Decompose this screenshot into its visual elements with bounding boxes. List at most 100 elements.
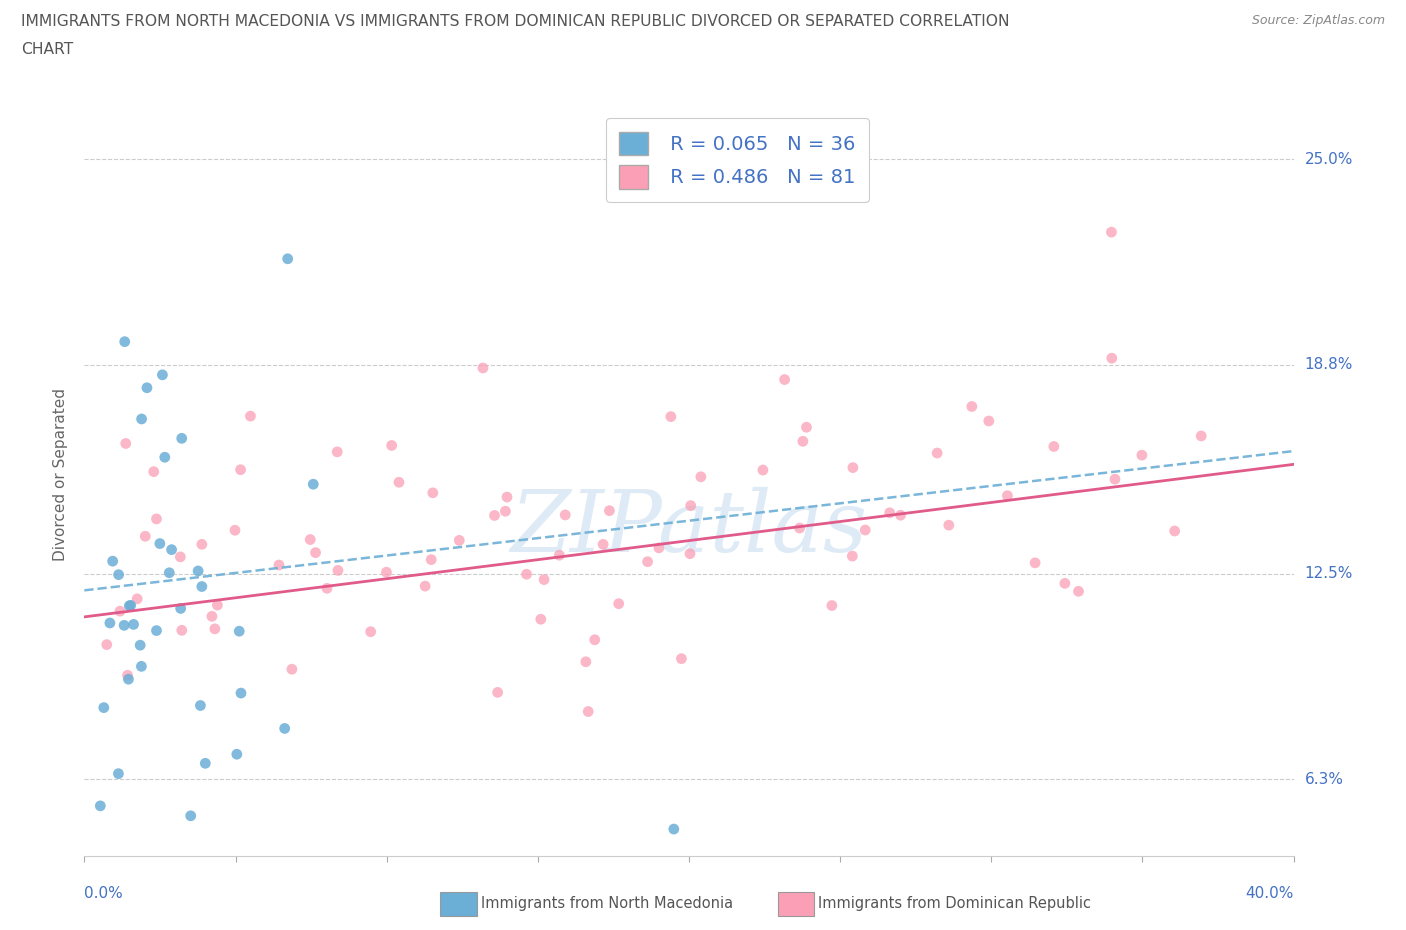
Point <box>1189 429 1212 444</box>
Point <box>316 581 339 596</box>
Point <box>422 485 444 500</box>
Point <box>789 521 811 536</box>
Text: Source: ZipAtlas.com: Source: ZipAtlas.com <box>1251 14 1385 27</box>
Point <box>201 609 224 624</box>
Point <box>98 616 121 631</box>
Point <box>773 372 796 387</box>
Point <box>191 537 214 551</box>
Point <box>689 470 711 485</box>
Point <box>187 564 209 578</box>
Point <box>821 598 844 613</box>
Text: 0.0%: 0.0% <box>84 886 124 901</box>
Point <box>853 523 876 538</box>
Text: 18.8%: 18.8% <box>1305 357 1353 372</box>
Point <box>122 617 145 631</box>
Point <box>637 554 659 569</box>
Point <box>145 512 167 526</box>
Text: IMMIGRANTS FROM NORTH MACEDONIA VS IMMIGRANTS FROM DOMINICAN REPUBLIC DIVORCED O: IMMIGRANTS FROM NORTH MACEDONIA VS IMMIG… <box>21 14 1010 29</box>
Point <box>127 591 149 606</box>
Point <box>960 399 983 414</box>
Point <box>679 546 702 561</box>
Point <box>516 566 538 581</box>
Point <box>299 532 322 547</box>
Point <box>1053 576 1076 591</box>
Point <box>449 533 471 548</box>
Point <box>548 548 571 563</box>
Point <box>890 508 912 523</box>
Point <box>191 579 214 594</box>
Point <box>576 704 599 719</box>
Point <box>592 537 614 551</box>
Point <box>207 598 229 613</box>
Point <box>326 563 349 578</box>
Text: 25.0%: 25.0% <box>1305 152 1353 166</box>
Point <box>120 598 142 613</box>
Point <box>169 550 191 565</box>
Point <box>117 671 139 686</box>
Point <box>273 721 295 736</box>
Point <box>101 553 124 568</box>
Point <box>204 621 226 636</box>
Point <box>484 508 506 523</box>
Point <box>671 651 693 666</box>
Point <box>281 662 304 677</box>
Point <box>302 477 325 492</box>
Point <box>381 438 404 453</box>
Point <box>136 380 159 395</box>
Point <box>114 334 136 349</box>
Text: CHART: CHART <box>21 42 73 57</box>
Point <box>927 445 949 460</box>
Point <box>1024 555 1046 570</box>
Point <box>326 445 349 459</box>
Point <box>413 578 436 593</box>
Point <box>134 529 156 544</box>
Point <box>96 637 118 652</box>
Point <box>228 624 250 639</box>
Point <box>796 419 818 434</box>
Point <box>142 464 165 479</box>
Point <box>117 668 139 683</box>
Point <box>494 504 516 519</box>
Point <box>170 601 193 616</box>
Point <box>648 540 671 555</box>
Point <box>107 567 129 582</box>
Point <box>112 618 135 632</box>
Legend:  R = 0.065   N = 36,  R = 0.486   N = 81: R = 0.065 N = 36, R = 0.486 N = 81 <box>606 118 869 203</box>
Point <box>180 808 202 823</box>
Point <box>107 766 129 781</box>
Point <box>997 488 1019 503</box>
Point <box>239 408 262 423</box>
Point <box>267 558 290 573</box>
Point <box>170 623 193 638</box>
Text: 40.0%: 40.0% <box>1246 886 1294 901</box>
Point <box>530 612 553 627</box>
Point <box>118 598 141 613</box>
Point <box>131 659 153 674</box>
Point <box>170 431 193 445</box>
Point <box>145 623 167 638</box>
Point <box>229 685 252 700</box>
Point <box>607 596 630 611</box>
Point <box>662 821 685 836</box>
Point <box>679 498 702 513</box>
Point <box>842 460 865 475</box>
Point <box>1067 584 1090 599</box>
Point <box>841 549 863 564</box>
Point <box>1043 439 1066 454</box>
Point <box>1101 225 1123 240</box>
Point <box>225 747 247 762</box>
Point <box>659 409 682 424</box>
Point <box>598 503 620 518</box>
Y-axis label: Divorced or Separated: Divorced or Separated <box>53 388 69 561</box>
Point <box>486 685 509 700</box>
Text: ZIPatlas: ZIPatlas <box>510 486 868 569</box>
Point <box>129 638 152 653</box>
Point <box>575 655 598 670</box>
Point <box>533 572 555 587</box>
Point <box>149 536 172 551</box>
Point <box>1163 524 1185 538</box>
Point <box>224 523 246 538</box>
Point <box>194 756 217 771</box>
Point <box>153 450 176 465</box>
Point <box>496 489 519 504</box>
